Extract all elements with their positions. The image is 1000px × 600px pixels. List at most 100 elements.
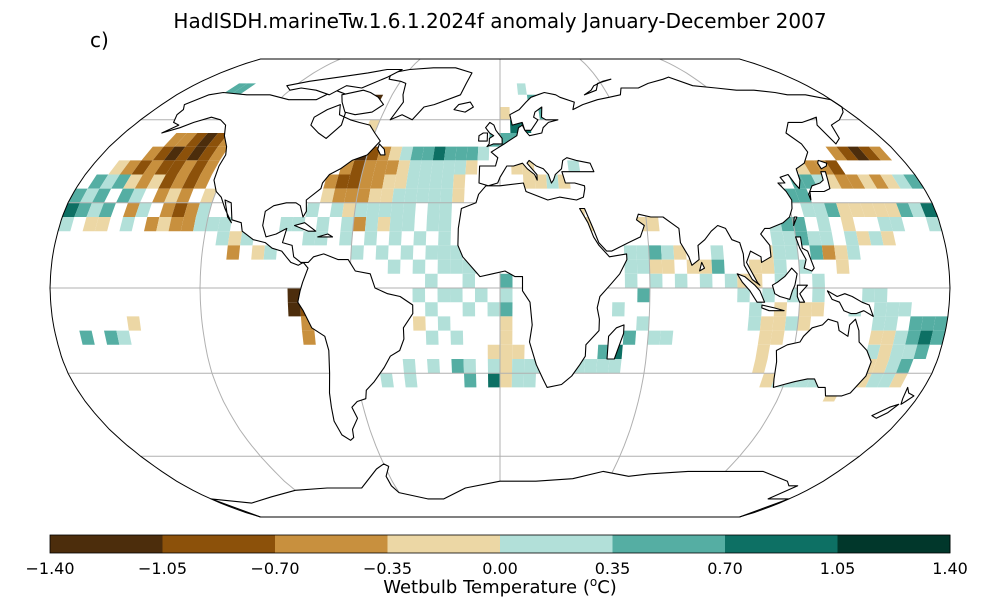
anomaly-cell bbox=[377, 217, 391, 232]
anomaly-cell bbox=[872, 202, 890, 217]
anomaly-cell bbox=[450, 259, 463, 274]
anomaly-cell bbox=[74, 202, 92, 217]
anomaly-cell bbox=[784, 316, 799, 331]
anomaly-cell bbox=[824, 160, 846, 175]
anomaly-cell bbox=[437, 245, 451, 260]
anomaly-cell bbox=[710, 245, 724, 260]
anomaly-cell bbox=[217, 217, 233, 232]
anomaly-cell bbox=[302, 330, 316, 345]
anomaly-cell bbox=[335, 174, 351, 189]
anomaly-cell bbox=[163, 146, 186, 161]
anomaly-cell bbox=[195, 202, 212, 217]
anomaly-cell bbox=[873, 302, 887, 317]
coastline bbox=[286, 68, 403, 96]
anomaly-cell bbox=[412, 316, 426, 331]
anomaly-cell bbox=[350, 160, 366, 175]
anomaly-cell bbox=[135, 202, 152, 217]
anomaly-cell bbox=[176, 188, 194, 203]
anomaly-cell bbox=[375, 245, 389, 260]
colorbar-tick-label: −1.40 bbox=[25, 559, 75, 578]
anomaly-cell bbox=[412, 288, 426, 303]
anomaly-cell bbox=[207, 133, 229, 147]
coastline bbox=[210, 463, 799, 518]
anomaly-cell bbox=[183, 202, 200, 217]
anomaly-cell bbox=[809, 245, 824, 260]
colorbar-tick-label: −1.05 bbox=[137, 559, 188, 578]
anomaly-cell bbox=[380, 373, 394, 388]
colorbar-tick-label: −0.70 bbox=[250, 559, 300, 578]
anomaly-cell bbox=[165, 160, 187, 175]
anomaly-cell bbox=[673, 245, 687, 260]
map-outline bbox=[49, 58, 951, 518]
anomaly-cell bbox=[384, 160, 400, 175]
anomaly-cell bbox=[453, 160, 467, 175]
anomaly-cell bbox=[193, 217, 209, 232]
anomaly-cell bbox=[608, 359, 622, 374]
coastline bbox=[699, 261, 706, 272]
anomaly-cell bbox=[401, 217, 415, 232]
anomaly-cell bbox=[99, 174, 120, 189]
anomaly-cell bbox=[368, 188, 383, 203]
anomaly-cell bbox=[92, 188, 112, 203]
anomaly-cell bbox=[279, 217, 294, 232]
anomaly-cell bbox=[798, 302, 813, 317]
colorbar-bin bbox=[387, 535, 501, 553]
anomaly-cell bbox=[363, 231, 378, 246]
anomaly-cell bbox=[177, 160, 198, 175]
anomaly-cell bbox=[410, 146, 425, 161]
anomaly-cell bbox=[567, 160, 581, 175]
anomaly-cell bbox=[770, 330, 785, 345]
anomaly-cell bbox=[146, 174, 166, 189]
anomaly-cell bbox=[920, 316, 936, 331]
anomaly-cell bbox=[86, 202, 104, 217]
anomaly-cell bbox=[388, 231, 402, 246]
anomaly-cell bbox=[79, 330, 95, 345]
anomaly-cell bbox=[782, 231, 797, 246]
anomaly-cell bbox=[925, 217, 942, 232]
map-title: HadISDH.marineTw.1.6.1.2024f anomaly Jan… bbox=[173, 9, 827, 33]
anomaly-cell bbox=[154, 160, 176, 175]
anomaly-cell bbox=[392, 188, 406, 203]
coastline bbox=[583, 78, 612, 96]
colorbar-tick-label: −0.35 bbox=[362, 559, 413, 578]
coastline bbox=[761, 304, 785, 312]
anomaly-cell bbox=[171, 202, 188, 217]
anomaly-cell bbox=[437, 316, 451, 331]
anomaly-cell bbox=[344, 188, 359, 203]
anomaly-cell bbox=[341, 202, 356, 217]
anomaly-cell bbox=[399, 146, 414, 161]
anomaly-cell bbox=[811, 302, 825, 317]
anomaly-cell bbox=[624, 273, 638, 288]
anomaly-cell bbox=[104, 330, 120, 345]
anomaly-cell bbox=[500, 359, 513, 374]
coastlines bbox=[161, 67, 915, 518]
anomaly-cell bbox=[119, 160, 142, 175]
anomaly-cell bbox=[824, 202, 841, 217]
anomaly-cell bbox=[87, 174, 109, 189]
anomaly-cell bbox=[174, 133, 198, 147]
anomaly-cell bbox=[425, 273, 438, 288]
anomaly-cell bbox=[230, 83, 256, 95]
anomaly-cell bbox=[396, 160, 411, 175]
anomaly-cell bbox=[612, 302, 625, 317]
anomaly-cell bbox=[523, 174, 536, 189]
anomaly-cell bbox=[488, 373, 500, 388]
anomaly-cell bbox=[402, 202, 416, 217]
anomaly-cell bbox=[737, 288, 750, 303]
anomaly-cell bbox=[511, 373, 524, 388]
anomaly-cell bbox=[880, 174, 901, 189]
anomaly-cell bbox=[193, 174, 212, 189]
colorbar-bin bbox=[275, 535, 388, 553]
anomaly-cell bbox=[686, 259, 700, 274]
coastline bbox=[826, 290, 874, 317]
anomaly-cell bbox=[896, 359, 914, 374]
anomaly-cell bbox=[185, 133, 208, 147]
anomaly-cell bbox=[186, 146, 208, 161]
anomaly-cell bbox=[884, 359, 902, 374]
anomaly-cell bbox=[636, 245, 650, 260]
anomaly-cell bbox=[624, 259, 638, 274]
anomaly-cell bbox=[358, 174, 374, 189]
anomaly-cell bbox=[122, 174, 143, 189]
anomaly-cell bbox=[144, 217, 160, 232]
anomaly-cell bbox=[596, 359, 610, 374]
